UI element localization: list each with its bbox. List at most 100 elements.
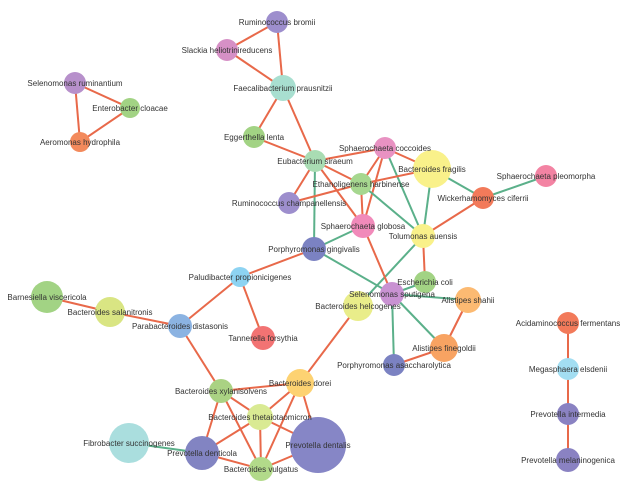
node-label: Tannerella forsythia (228, 334, 298, 343)
node-sple[interactable] (535, 165, 557, 187)
edge-bxyl-bvul (220, 390, 262, 470)
node-label: Paludibacter propionicigenes (189, 273, 292, 282)
node-label: Escherichia coli (397, 278, 453, 287)
node-label: Sphaerochaeta globosa (321, 222, 406, 231)
node-label: Prevotella melaninogenica (521, 456, 615, 465)
node-pden[interactable] (185, 436, 219, 470)
node-eclo[interactable] (120, 98, 140, 118)
edge-pgin-sspu (313, 248, 393, 295)
edge-bhel-bdor (299, 305, 359, 384)
node-label: Aeromonas hydrophila (40, 138, 121, 147)
node-sglo[interactable] (351, 214, 375, 238)
node-label: Alistipes shahii (442, 296, 495, 305)
node-label: Porphyromonas gingivalis (268, 245, 360, 254)
node-ehar[interactable] (350, 173, 372, 195)
node-label: Sphaerochaeta pleomorpha (497, 172, 596, 181)
edge-pdis-bxyl (179, 325, 222, 392)
node-label: Prevotella denticola (167, 449, 237, 458)
edge-ehar-taue (360, 183, 424, 237)
node-label: Acidaminococcus fermentans (516, 319, 621, 328)
node-label: Porphyromonas asaccharolytica (337, 361, 451, 370)
node-label: Sphaerochaeta coccoides (339, 144, 431, 153)
node-label: Eubacterium siraeum (277, 157, 353, 166)
node-ahyd[interactable] (70, 132, 90, 152)
edge-eclo-ahyd (79, 107, 131, 143)
node-mels[interactable] (557, 358, 579, 380)
node-label: Bacteroides dorei (269, 379, 331, 388)
node-wcif[interactable] (472, 187, 494, 209)
node-esir[interactable] (304, 150, 326, 172)
edge-esir-sglo (314, 160, 364, 227)
node-pdtl[interactable] (290, 417, 346, 473)
node-bsal[interactable] (95, 297, 125, 327)
node-label: Alistipes finegoldii (412, 344, 476, 353)
node-fsuc[interactable] (109, 423, 149, 463)
node-label: Bacteroides vulgatus (224, 465, 298, 474)
node-srum[interactable] (64, 72, 86, 94)
node-label: Ethanoligenens harbinense (313, 180, 411, 189)
node-rbro[interactable] (266, 11, 288, 33)
node-label: Selenomonas sputigena (349, 290, 435, 299)
node-label: Prevotella intermedia (530, 410, 606, 419)
edge-pgin-ppro (239, 248, 315, 278)
node-label: Bacteroides fragilis (398, 165, 466, 174)
edge-esir-scoc (314, 147, 386, 162)
node-label: Parabacteroides distasonis (132, 322, 228, 331)
node-bhel[interactable] (343, 291, 373, 321)
node-label: Barnesiella viscericola (7, 293, 87, 302)
node-pmel[interactable] (556, 448, 580, 472)
node-bvul[interactable] (249, 457, 273, 481)
node-ppro[interactable] (230, 267, 250, 287)
node-label: Prevotella dentalis (285, 441, 350, 450)
node-bfra[interactable] (413, 150, 451, 188)
node-afer[interactable] (557, 312, 579, 334)
node-label: Slackia heliotrinireducens (182, 46, 273, 55)
node-label: Ruminococcus champanellensis (232, 199, 346, 208)
node-bdor[interactable] (286, 369, 314, 397)
edge-scoc-taue (384, 147, 424, 237)
node-label: Tolumonas auensis (389, 232, 457, 241)
node-label: Fibrobacter succinogenes (83, 439, 175, 448)
node-label: Selenomonas ruminantium (27, 79, 122, 88)
node-elen[interactable] (243, 126, 265, 148)
edge-fpra-esir (282, 87, 316, 162)
node-label: Megasphaera elsdenii (529, 365, 607, 374)
node-bxyl[interactable] (209, 379, 233, 403)
node-afin[interactable] (430, 334, 458, 362)
node-rcha[interactable] (278, 192, 300, 214)
node-ecol[interactable] (414, 271, 436, 293)
node-pint[interactable] (557, 403, 579, 425)
node-tfor[interactable] (251, 326, 275, 350)
node-label: Faecalibacterium prausnitzii (233, 84, 332, 93)
node-scoc[interactable] (374, 137, 396, 159)
node-asha[interactable] (455, 287, 481, 313)
node-shel[interactable] (216, 39, 238, 61)
node-bvis[interactable] (31, 281, 63, 313)
node-label: Bacteroides thetaiotaomicron (208, 413, 312, 422)
node-layer (31, 11, 580, 481)
edge-taue-bhel (357, 235, 424, 307)
edge-esir-pgin (313, 160, 316, 250)
node-label: Bacteroides salanitronis (68, 308, 153, 317)
node-sspu[interactable] (380, 282, 404, 306)
node-pgin[interactable] (302, 237, 326, 261)
node-taue[interactable] (411, 224, 435, 248)
label-layer: Ruminococcus bromii Slackia heliotrinired… (7, 18, 620, 474)
node-pdis[interactable] (168, 314, 192, 338)
node-label: Bacteroides xylanisolvens (175, 387, 267, 396)
edge-scoc-sglo (362, 147, 386, 227)
node-label: Wickerhamomyces ciferrii (437, 194, 528, 203)
node-pasa[interactable] (383, 354, 405, 376)
node-fpra[interactable] (270, 75, 296, 101)
node-label: Bacteroides helcogenes (315, 302, 400, 311)
node-label: Ruminococcus bromii (239, 18, 316, 27)
node-label: Enterobacter cloacae (92, 104, 168, 113)
node-label: Eggerthella lenta (224, 133, 285, 142)
edge-wcif-sple (482, 175, 547, 199)
edge-ppro-pdis (179, 276, 241, 327)
edge-sglo-sspu (362, 225, 393, 295)
edge-rcha-ehar (288, 183, 362, 204)
node-bthe[interactable] (247, 404, 273, 430)
